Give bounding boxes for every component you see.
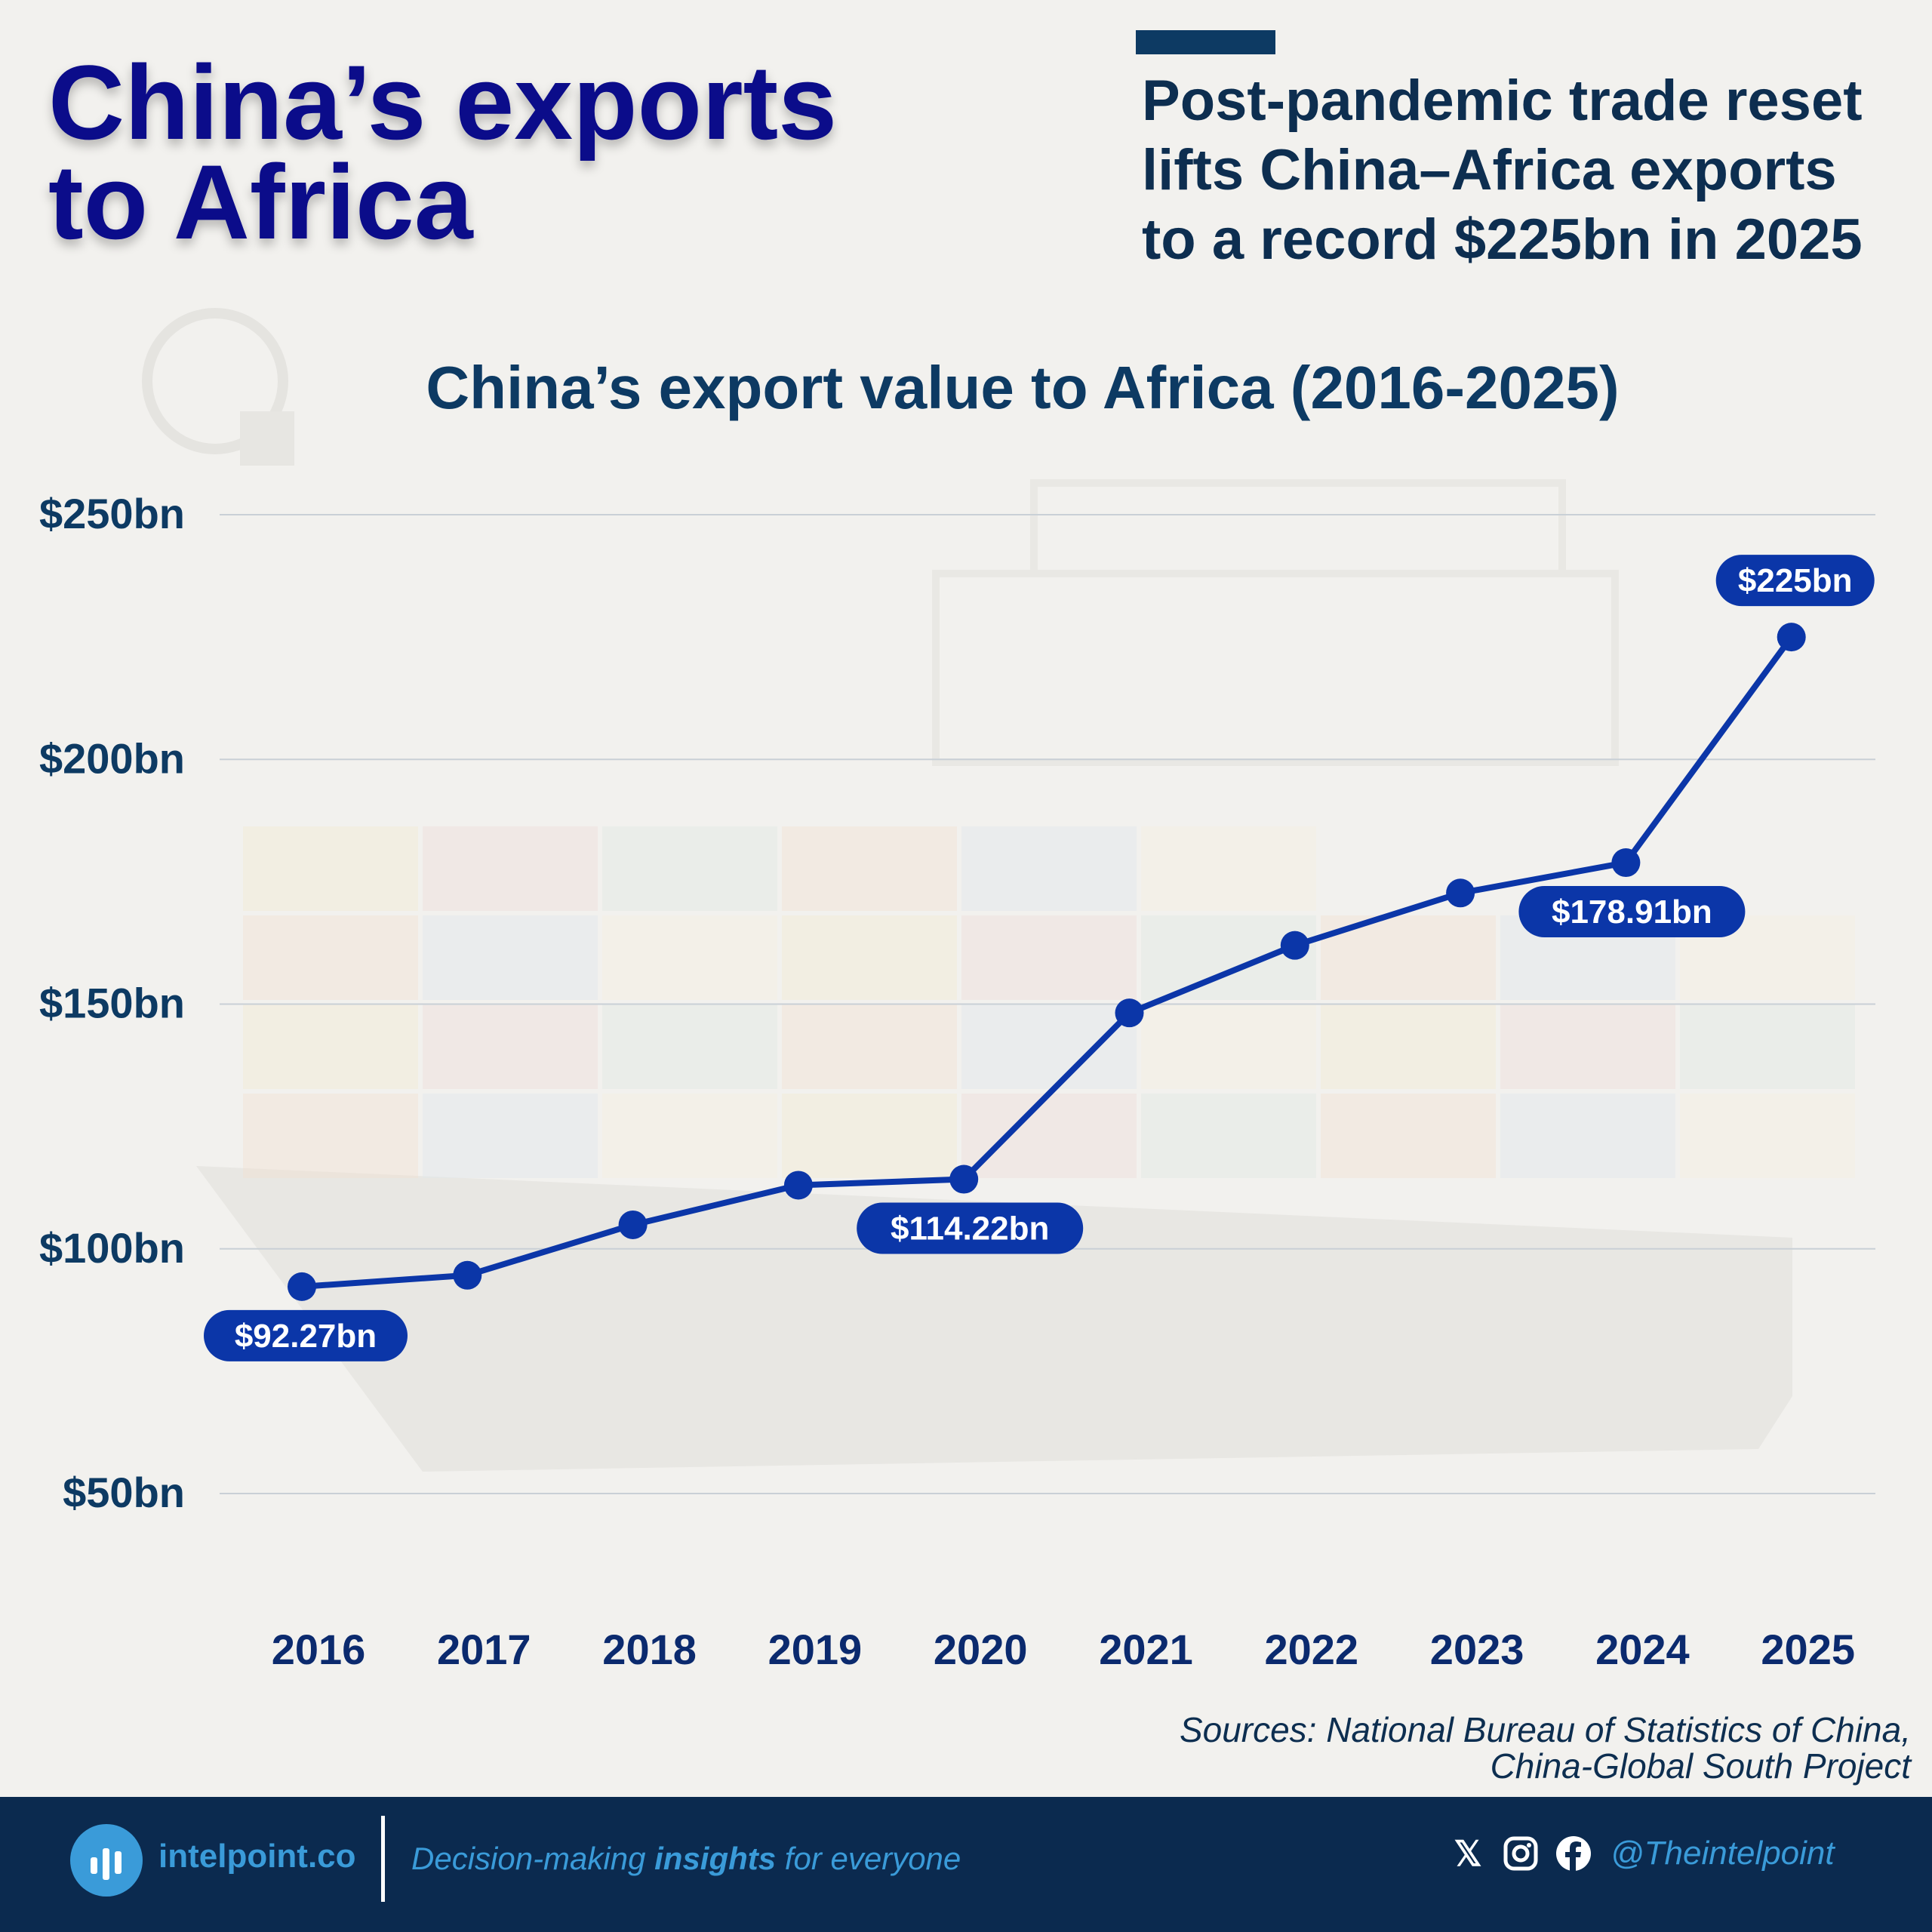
container-block	[243, 1004, 418, 1089]
data-point	[1777, 623, 1806, 652]
container-block	[961, 1004, 1137, 1089]
container-block	[961, 915, 1137, 1000]
container-block	[1141, 1004, 1316, 1089]
container-block	[782, 1004, 957, 1089]
container-block	[782, 915, 957, 1000]
y-tick-label: $150bn	[39, 980, 185, 1027]
title-line-2: to Africa	[48, 143, 473, 261]
x-tick-label: 2020	[934, 1626, 1028, 1673]
data-point	[453, 1260, 482, 1290]
chart-title: China’s export value to Africa (2016-202…	[426, 354, 1620, 421]
x-icon[interactable]: 𝕏	[1454, 1834, 1482, 1873]
globe-logo-watermark	[142, 308, 294, 466]
x-tick-label: 2017	[437, 1626, 531, 1673]
container-block	[602, 826, 777, 911]
data-point	[288, 1272, 316, 1301]
data-label-text: $225bn	[1738, 562, 1853, 599]
x-tick-label: 2018	[602, 1626, 697, 1673]
x-tick-label: 2021	[1099, 1626, 1193, 1673]
data-label-pill	[1715, 555, 1875, 607]
container-block	[782, 826, 957, 911]
container-block	[1321, 1004, 1496, 1089]
container-block	[243, 1094, 418, 1178]
data-point	[1446, 878, 1475, 908]
data-label-pill	[1518, 886, 1746, 938]
container-block	[1141, 826, 1316, 911]
container-block	[423, 826, 598, 911]
container-block	[602, 915, 777, 1000]
series-line	[301, 635, 1794, 1290]
accent-bar	[1136, 30, 1275, 54]
ship-hull	[196, 1166, 1792, 1472]
container-block	[243, 826, 418, 911]
data-label-text: $114.22bn	[891, 1211, 1049, 1247]
container-block	[1680, 1004, 1855, 1089]
x-tick-label: 2019	[768, 1626, 863, 1673]
title-line-1: China’s exports	[48, 43, 838, 162]
y-tick-label: $100bn	[39, 1224, 185, 1272]
data-point	[618, 1210, 648, 1239]
sources-line: China-Global South Project	[1490, 1746, 1911, 1786]
x-tick-label: 2025	[1761, 1626, 1855, 1673]
tagline: Decision-making insights for everyone	[411, 1841, 961, 1876]
data-label-pill	[204, 1309, 408, 1361]
sources: Sources: National Bureau of Statistics o…	[1180, 1712, 1911, 1784]
container-block	[1500, 1004, 1675, 1089]
instagram-icon[interactable]	[1502, 1835, 1540, 1872]
x-tick-label: 2022	[1265, 1626, 1359, 1673]
subtitle: Post-pandemic trade reset lifts China–Af…	[1142, 66, 1927, 275]
data-point	[1115, 998, 1144, 1028]
social-handle[interactable]: @Theintelpoint	[1611, 1835, 1835, 1872]
footer-divider	[381, 1816, 385, 1902]
container-block	[1141, 1094, 1316, 1178]
data-label: $178.91bn	[1518, 886, 1746, 938]
intelpoint-logo-icon	[70, 1824, 143, 1897]
data-label-text: $178.91bn	[1552, 894, 1712, 931]
line-chart: $50bn $100bn $150bn $200bn $250bn $92.27bn $1…	[39, 308, 1875, 1673]
container-block	[243, 915, 418, 1000]
data-label-pill	[857, 1202, 1084, 1254]
data-point	[949, 1164, 979, 1194]
container-block	[961, 1094, 1137, 1178]
social-links: 𝕏 @Theintelpoint	[1449, 1834, 1835, 1873]
footer: intelpoint.co Decision-making insights f…	[0, 1797, 1932, 1932]
data-point	[1611, 848, 1641, 878]
container-block	[1680, 1094, 1855, 1178]
data-point	[1280, 931, 1309, 960]
brand-link[interactable]: intelpoint.co	[158, 1838, 356, 1875]
ship-containers	[243, 826, 1855, 1178]
ship-watermark	[142, 308, 1855, 1472]
container-block	[1141, 915, 1316, 1000]
container-block	[1321, 1094, 1496, 1178]
facebook-icon[interactable]	[1555, 1835, 1592, 1872]
subtitle-line: to a record $225bn in 2025	[1142, 208, 1863, 272]
container-block	[602, 1004, 777, 1089]
container-block	[423, 915, 598, 1000]
subtitle-line: lifts China–Africa exports	[1142, 138, 1837, 202]
y-tick-label: $200bn	[39, 734, 185, 782]
data-point	[783, 1171, 813, 1200]
page-title: China’s exports to Africa	[48, 50, 837, 255]
container-block	[782, 1094, 957, 1178]
x-tick-label: 2016	[272, 1626, 366, 1673]
data-label: $225bn	[1715, 555, 1875, 607]
container-block	[602, 1094, 777, 1178]
y-tick-label: $50bn	[63, 1469, 185, 1516]
container-block	[423, 1004, 598, 1089]
container-block	[423, 1094, 598, 1178]
data-label-text: $92.27bn	[235, 1318, 377, 1355]
container-block	[961, 826, 1137, 911]
subtitle-line: Post-pandemic trade reset	[1142, 69, 1863, 133]
container-block	[1500, 1094, 1675, 1178]
sources-line: Sources: National Bureau of Statistics o…	[1179, 1710, 1911, 1749]
data-label: $114.22bn	[857, 1202, 1084, 1254]
x-tick-label: 2024	[1595, 1626, 1690, 1673]
y-tick-label: $250bn	[39, 490, 185, 537]
x-tick-label: 2023	[1430, 1626, 1524, 1673]
data-label: $92.27bn	[204, 1309, 408, 1361]
